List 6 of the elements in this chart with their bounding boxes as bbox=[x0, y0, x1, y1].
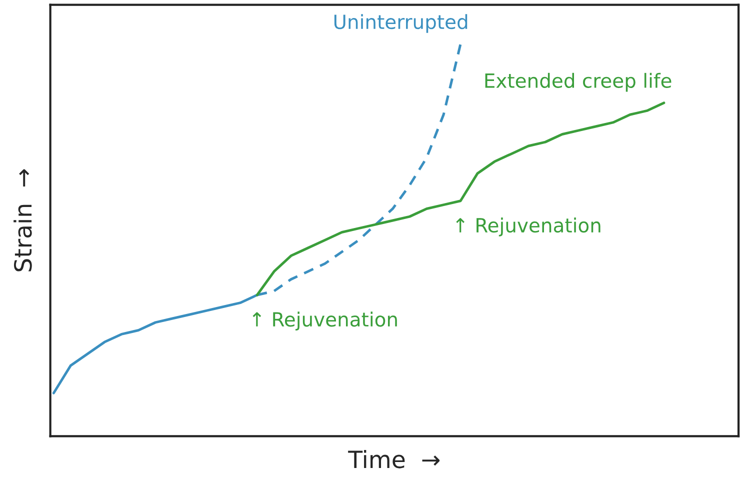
annotation: ↑ Rejuvenation bbox=[456, 218, 600, 236]
series-label: Uninterrupted bbox=[334, 14, 468, 33]
annotation: ↑ Rejuvenation bbox=[252, 312, 397, 330]
x-axis-title: Time → bbox=[348, 450, 440, 468]
y-axis-title: Strain → bbox=[14, 169, 32, 272]
series-label: Extended creep life bbox=[485, 72, 672, 92]
